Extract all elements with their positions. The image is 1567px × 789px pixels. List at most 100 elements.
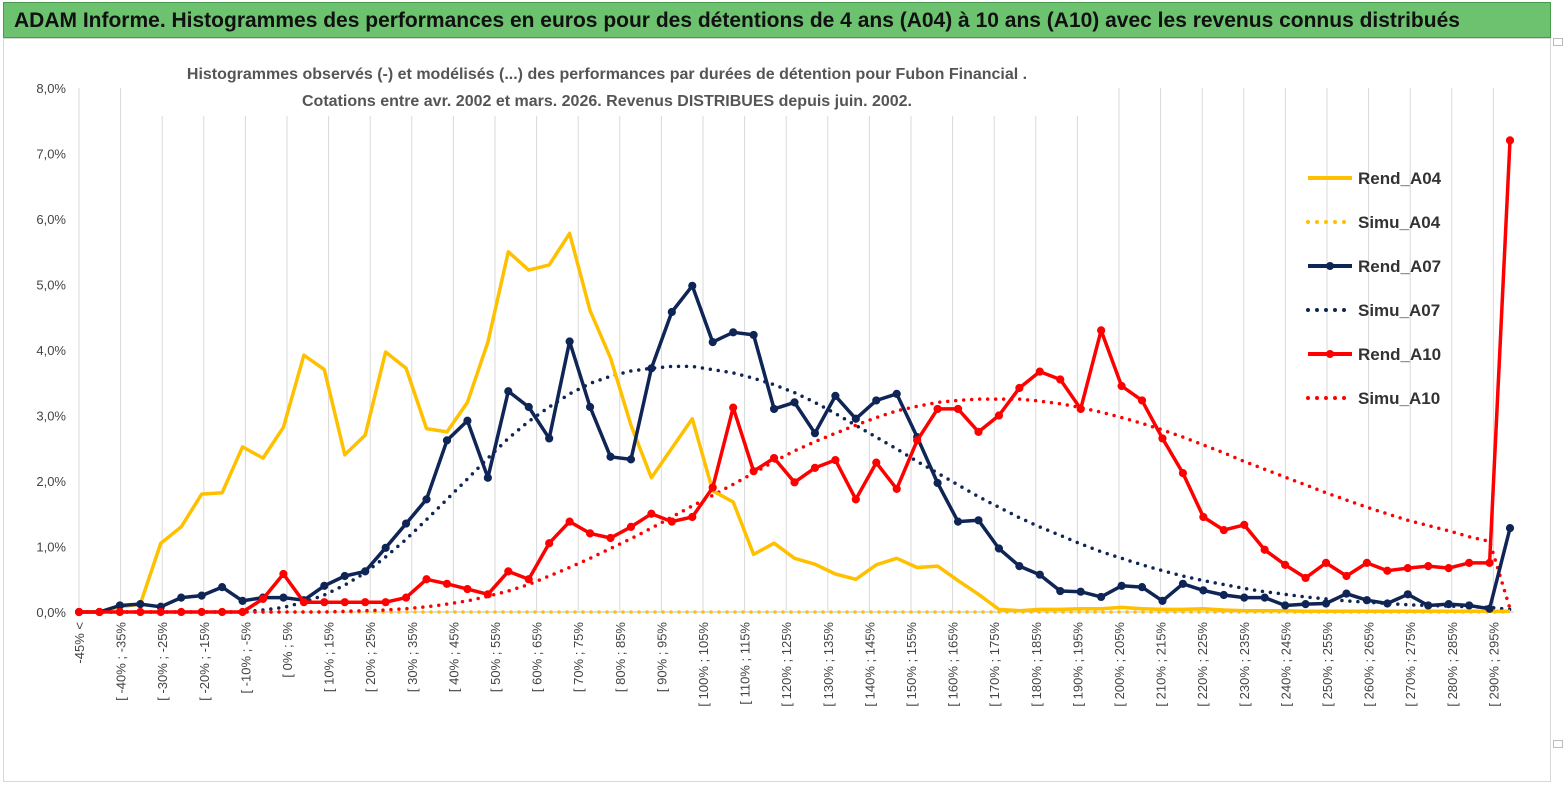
legend-label: Rend_A10 [1358,345,1441,364]
data-point-rend_a07 [422,495,431,504]
data-point-rend_a10 [1097,326,1106,335]
data-point-rend_a10 [1158,434,1167,443]
data-point-rend_a10 [872,458,881,467]
data-point-rend_a07 [749,330,758,340]
series-line-rend_a07 [79,284,1512,614]
data-point-rend_a10 [851,495,860,504]
series-line-rend_a04 [79,231,1510,614]
y-tick-label: 6,0% [36,212,66,227]
data-point-rend_a10 [1056,375,1065,384]
y-tick-label: 7,0% [36,147,66,162]
data-point-rend_a07 [1117,581,1126,590]
data-point-rend_a10 [647,509,656,518]
data-point-rend_a10 [810,463,820,472]
data-point-rend_a07 [1342,589,1351,598]
x-tick-label: [ 130% ; 135% [821,622,836,707]
x-tick-label: [ 110% ; 115% [738,622,753,705]
data-point-rend_a10 [1465,558,1474,567]
data-point-rend_a07 [790,398,799,407]
data-point-rend_a10 [913,436,922,445]
data-point-rend_a07 [626,455,636,464]
data-point-rend_a10 [1015,383,1024,393]
data-point-rend_a07 [1301,600,1310,609]
legend-label: Rend_A04 [1358,169,1442,188]
y-tick-label: 8,0% [36,81,66,96]
x-tick-label: [ 30% ; 35% [405,622,420,693]
resize-handle-top[interactable] [1553,38,1563,46]
data-point-rend_a10 [197,607,206,617]
data-point-rend_a07 [994,544,1004,553]
data-point-rend_a07 [1424,601,1433,610]
legend-label: Simu_A10 [1358,389,1440,408]
data-point-rend_a10 [1301,573,1310,583]
data-point-rend_a10 [1199,512,1208,522]
chart-title-line: Histogrammes observés (-) et modélisés (… [187,66,1027,83]
data-point-rend_a10 [1219,526,1228,535]
x-tick-label: [ 180% ; 185% [1029,622,1044,707]
data-point-rend_a10 [381,598,390,607]
data-point-rend_a07 [1403,590,1412,599]
data-point-rend_a10 [933,404,942,414]
data-point-rend_a07 [177,593,186,602]
data-point-rend_a10 [1076,404,1085,414]
x-tick-label: [ 190% ; 195% [1070,622,1085,707]
data-point-rend_a07 [851,414,860,423]
data-point-rend_a07 [504,387,513,396]
data-point-rend_a10 [1137,396,1147,405]
data-point-rend_a10 [1505,136,1515,145]
data-point-rend_a10 [218,607,227,617]
data-point-rend_a10 [892,484,901,493]
data-point-rend_a10 [626,522,636,531]
data-point-rend_a07 [810,429,820,438]
data-point-rend_a07 [606,452,615,461]
data-point-rend_a10 [565,517,574,526]
data-point-rend_a10 [1362,558,1372,567]
data-point-rend_a07 [401,519,411,528]
report-banner: ADAM Informe. Histogrammes des performan… [3,2,1551,38]
data-point-rend_a10 [1342,571,1351,581]
data-point-rend_a10 [299,598,308,607]
data-point-rend_a10 [463,584,472,594]
data-point-rend_a07 [340,571,349,581]
x-tick-label: [ 200% ; 205% [1112,622,1127,707]
data-point-rend_a10 [115,607,124,617]
data-point-rend_a07 [1281,601,1290,610]
data-point-rend_a10 [688,512,697,522]
data-point-rend_a10 [422,575,431,584]
series-line-rend_a10 [79,140,1512,614]
y-tick-label: 2,0% [36,474,66,489]
data-point-rend_a07 [892,389,901,398]
data-point-rend_a07 [1505,524,1515,533]
data-point-rend_a10 [1117,381,1126,391]
data-point-rend_a07 [933,478,942,488]
x-tick-label: [ 220% ; 225% [1195,622,1210,707]
data-point-rend_a10 [524,575,533,584]
x-tick-label: [ 210% ; 215% [1154,622,1169,707]
data-point-rend_a10 [1281,560,1290,569]
data-point-rend_a07 [463,416,472,425]
data-point-rend_a07 [953,517,963,526]
data-point-rend_a07 [1321,599,1331,608]
data-point-rend_a07 [1035,570,1044,579]
data-point-rend_a07 [545,434,554,443]
legend-marker-rend_a07 [1326,262,1334,270]
legend-marker-rend_a10 [1326,350,1334,358]
data-point-rend_a10 [238,607,247,617]
x-tick-label: [ -30% ; -25% [155,622,170,701]
resize-handle-bottom[interactable] [1553,740,1563,748]
data-point-rend_a10 [320,598,329,607]
series-line-simu_a07 [77,364,1512,614]
data-point-rend_a10 [1178,469,1188,478]
data-point-rend_a07 [1444,600,1453,609]
data-point-rend_a07 [1219,590,1228,600]
data-point-rend_a07 [974,516,983,525]
data-point-rend_a10 [340,598,349,607]
data-point-rend_a07 [524,402,533,412]
series-line-simu_a10 [77,397,1512,614]
data-point-rend_a10 [361,598,370,607]
data-point-rend_a07 [667,307,676,317]
data-point-rend_a07 [1137,583,1147,592]
x-tick-label: -45% < [72,622,87,664]
data-point-rend_a10 [708,483,717,492]
